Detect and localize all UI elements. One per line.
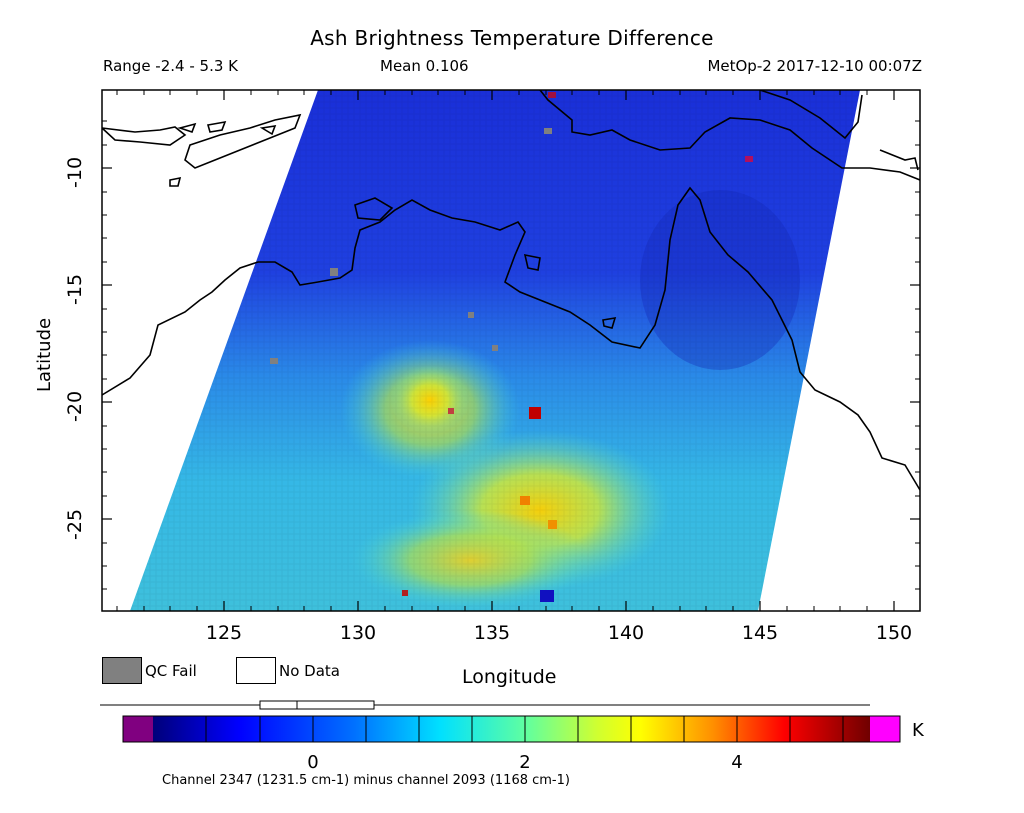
x-tick-label: 130 bbox=[339, 622, 377, 644]
x-tick-label: 125 bbox=[205, 622, 243, 644]
channel-description: Channel 2347 (1231.5 cm-1) minus channel… bbox=[162, 773, 570, 788]
x-tick-label: 135 bbox=[473, 622, 511, 644]
x-tick-label: 150 bbox=[875, 622, 913, 644]
mean-text: Mean 0.106 bbox=[380, 57, 469, 75]
axis-ticks bbox=[102, 90, 920, 611]
colorbar-gradient bbox=[153, 716, 870, 742]
x-tick-label: 145 bbox=[741, 622, 779, 644]
y-tick-label: -10 bbox=[64, 156, 86, 188]
no-data-label: No Data bbox=[279, 662, 340, 680]
y-tick-label: -25 bbox=[64, 508, 86, 540]
x-axis-label: Longitude bbox=[462, 666, 557, 688]
y-tick-label: -20 bbox=[64, 390, 86, 422]
qc-fail-swatch bbox=[102, 657, 142, 684]
satellite-timestamp: MetOp-2 2017-12-10 00:07Z bbox=[707, 57, 922, 75]
range-box-plot bbox=[100, 700, 870, 710]
y-axis-label: Latitude bbox=[34, 317, 55, 392]
colorbar-under bbox=[123, 716, 153, 742]
data-swath bbox=[130, 90, 860, 611]
colorbar-tick-label: 4 bbox=[731, 752, 743, 773]
range-text: Range -2.4 - 5.3 K bbox=[103, 57, 238, 75]
qc-fail-label: QC Fail bbox=[145, 662, 197, 680]
no-data-swatch bbox=[236, 657, 276, 684]
y-tick-label: -15 bbox=[64, 273, 86, 305]
map-title: Ash Brightness Temperature Difference bbox=[310, 26, 714, 50]
colorbar-unit: K bbox=[912, 720, 924, 741]
colorbar-over bbox=[870, 716, 900, 742]
colorbar-tick-label: 2 bbox=[519, 752, 531, 773]
minor-ticks bbox=[102, 90, 920, 611]
coastlines bbox=[102, 90, 920, 491]
colorbar-tick-label: 0 bbox=[307, 752, 319, 773]
colorbar bbox=[122, 715, 901, 743]
x-tick-label: 140 bbox=[607, 622, 645, 644]
